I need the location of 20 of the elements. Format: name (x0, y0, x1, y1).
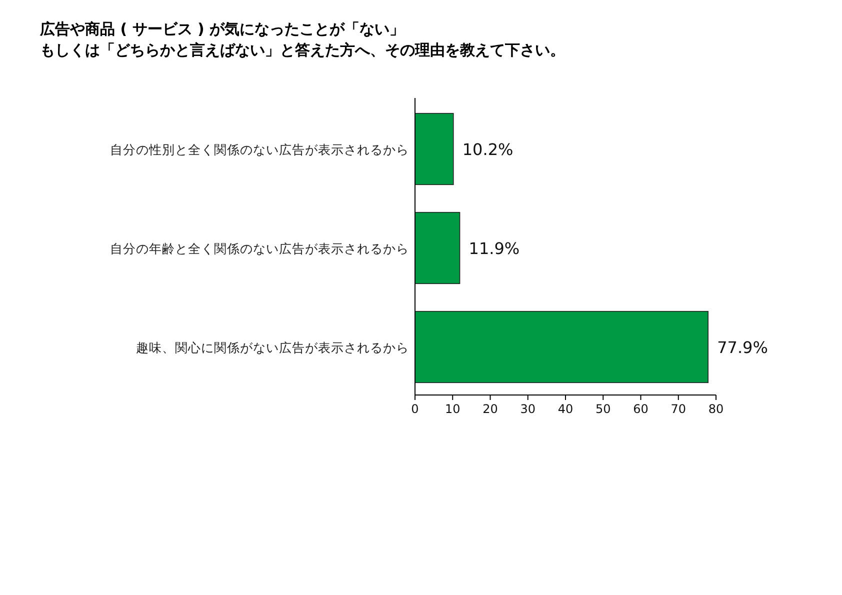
x-tick-label: 80 (708, 402, 724, 416)
bar (414, 310, 708, 384)
x-tick-label: 0 (411, 402, 419, 416)
y-tick-label: 趣味、関心に関係がない広告が表示されるから (136, 340, 409, 355)
data-label: 77.9% (717, 338, 768, 357)
x-tick-label: 60 (633, 402, 648, 416)
chart-subtitle: もしくは「どちらかと言えばない」と答えた方へ、その理由を教えて下さい。 (40, 41, 565, 59)
x-tick-label: 50 (595, 402, 611, 416)
x-tick-label: 40 (558, 402, 574, 416)
y-tick-label: 自分の性別と全く関係のない広告が表示されるから (110, 142, 409, 157)
bar (414, 212, 460, 284)
x-tick-label: 30 (520, 402, 536, 416)
data-label: 11.9% (468, 239, 520, 258)
y-tick-label: 自分の年齢と全く関係のない広告が表示されるから (110, 241, 409, 256)
x-tick-label: 70 (670, 402, 686, 416)
text: 広告や商品 ( サービス ) が気になったことが「ない」 (39, 20, 405, 38)
data-label: 10.2% (462, 140, 514, 159)
x-tick-label: 20 (482, 402, 498, 416)
bar (414, 112, 454, 186)
x-tick-label: 10 (444, 402, 460, 416)
